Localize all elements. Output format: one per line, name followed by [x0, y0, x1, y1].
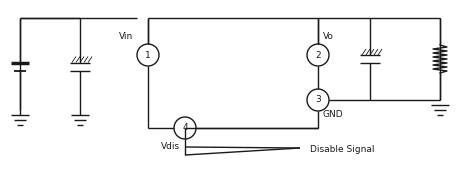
- Text: 3: 3: [314, 96, 320, 104]
- Text: Vin: Vin: [118, 32, 133, 41]
- Text: 1: 1: [145, 50, 151, 59]
- Text: 4: 4: [182, 124, 187, 133]
- Text: Vo: Vo: [322, 32, 333, 41]
- Text: 2: 2: [314, 50, 320, 59]
- Text: Vdis: Vdis: [161, 142, 179, 151]
- Text: GND: GND: [322, 110, 343, 119]
- Text: Disable Signal: Disable Signal: [309, 145, 374, 155]
